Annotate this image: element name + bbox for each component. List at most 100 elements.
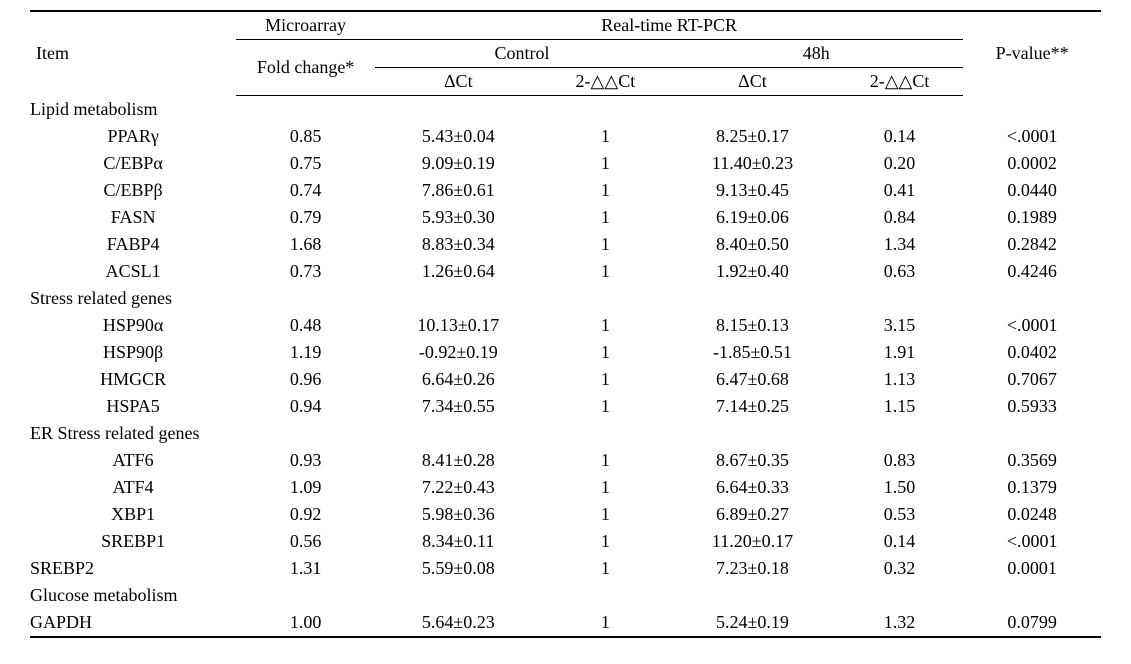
cell-h_ddct: 0.14	[836, 123, 963, 150]
cell-c_ddct: 1	[542, 555, 669, 582]
cell-c_ddct: 1	[542, 123, 669, 150]
gene-name: GAPDH	[30, 609, 236, 637]
cell-c_dct: 5.64±0.23	[375, 609, 542, 637]
gene-name: ACSL1	[30, 258, 236, 285]
cell-h_ddct: 0.41	[836, 177, 963, 204]
cell-c_ddct: 1	[542, 501, 669, 528]
cell-h_dct: 11.40±0.23	[669, 150, 836, 177]
cell-c_dct: 9.09±0.19	[375, 150, 542, 177]
gene-name: FABP4	[30, 231, 236, 258]
gene-name: ATF6	[30, 447, 236, 474]
cell-c_dct: 10.13±0.17	[375, 312, 542, 339]
cell-fc: 0.92	[236, 501, 375, 528]
cell-c_ddct: 1	[542, 231, 669, 258]
group-title-row: Lipid metabolism	[30, 96, 1101, 124]
table-row: ATF60.938.41±0.2818.67±0.350.830.3569	[30, 447, 1101, 474]
cell-h_dct: 5.24±0.19	[669, 609, 836, 637]
cell-c_ddct: 1	[542, 366, 669, 393]
group-title: Glucose metabolism	[30, 582, 1101, 609]
cell-c_ddct: 1	[542, 447, 669, 474]
cell-c_dct: 5.59±0.08	[375, 555, 542, 582]
table-header: Item Microarray Real-time RT-PCR P-value…	[30, 11, 1101, 96]
table-row: GAPDH1.005.64±0.2315.24±0.191.320.0799	[30, 609, 1101, 637]
table-row: XBP10.925.98±0.3616.89±0.270.530.0248	[30, 501, 1101, 528]
cell-h_ddct: 3.15	[836, 312, 963, 339]
cell-c_dct: 7.86±0.61	[375, 177, 542, 204]
cell-fc: 0.94	[236, 393, 375, 420]
cell-fc: 0.79	[236, 204, 375, 231]
header-microarray: Microarray	[236, 11, 375, 40]
cell-p: 0.4246	[963, 258, 1101, 285]
cell-fc: 1.00	[236, 609, 375, 637]
gene-name: PPARγ	[30, 123, 236, 150]
table-row: HSP90α0.4810.13±0.1718.15±0.133.15<.0001	[30, 312, 1101, 339]
header-48h-dct: ΔCt	[669, 68, 836, 96]
cell-p: 0.5933	[963, 393, 1101, 420]
group-title: Lipid metabolism	[30, 96, 1101, 124]
gene-name: HSPA5	[30, 393, 236, 420]
cell-p: 0.0402	[963, 339, 1101, 366]
header-pvalue: P-value**	[963, 11, 1101, 96]
cell-p: 0.0799	[963, 609, 1101, 637]
cell-c_dct: 1.26±0.64	[375, 258, 542, 285]
group-title-row: Glucose metabolism	[30, 582, 1101, 609]
cell-fc: 0.75	[236, 150, 375, 177]
cell-h_ddct: 1.32	[836, 609, 963, 637]
cell-c_dct: 8.83±0.34	[375, 231, 542, 258]
cell-p: 0.1989	[963, 204, 1101, 231]
cell-c_dct: 7.22±0.43	[375, 474, 542, 501]
cell-p: <.0001	[963, 312, 1101, 339]
gene-name: HMGCR	[30, 366, 236, 393]
gene-name: HSP90α	[30, 312, 236, 339]
cell-h_ddct: 0.20	[836, 150, 963, 177]
table-row: SREBP10.568.34±0.11111.20±0.170.14<.0001	[30, 528, 1101, 555]
cell-h_ddct: 1.13	[836, 366, 963, 393]
cell-c_dct: 8.34±0.11	[375, 528, 542, 555]
cell-h_ddct: 0.63	[836, 258, 963, 285]
cell-c_ddct: 1	[542, 258, 669, 285]
group-title: Stress related genes	[30, 285, 1101, 312]
cell-h_dct: 7.23±0.18	[669, 555, 836, 582]
cell-h_ddct: 1.34	[836, 231, 963, 258]
table-row: C/EBPβ0.747.86±0.6119.13±0.450.410.0440	[30, 177, 1101, 204]
cell-fc: 1.19	[236, 339, 375, 366]
cell-p: <.0001	[963, 528, 1101, 555]
gene-name: C/EBPα	[30, 150, 236, 177]
gene-name: C/EBPβ	[30, 177, 236, 204]
cell-fc: 1.68	[236, 231, 375, 258]
cell-fc: 1.31	[236, 555, 375, 582]
cell-c_ddct: 1	[542, 393, 669, 420]
cell-c_ddct: 1	[542, 312, 669, 339]
cell-fc: 0.96	[236, 366, 375, 393]
cell-c_ddct: 1	[542, 474, 669, 501]
cell-h_ddct: 0.14	[836, 528, 963, 555]
gene-name: FASN	[30, 204, 236, 231]
cell-c_dct: 5.43±0.04	[375, 123, 542, 150]
cell-p: 0.0440	[963, 177, 1101, 204]
table-row: HSPA50.947.34±0.5517.14±0.251.150.5933	[30, 393, 1101, 420]
cell-h_dct: 7.14±0.25	[669, 393, 836, 420]
gene-name: XBP1	[30, 501, 236, 528]
cell-p: <.0001	[963, 123, 1101, 150]
gene-name: SREBP2	[30, 555, 236, 582]
table-row: HMGCR0.966.64±0.2616.47±0.681.130.7067	[30, 366, 1101, 393]
table-row: C/EBPα0.759.09±0.19111.40±0.230.200.0002	[30, 150, 1101, 177]
cell-c_dct: 8.41±0.28	[375, 447, 542, 474]
header-control-ddct: 2-△△Ct	[542, 68, 669, 96]
header-item: Item	[30, 11, 236, 96]
cell-h_dct: -1.85±0.51	[669, 339, 836, 366]
table-row: ATF41.097.22±0.4316.64±0.331.500.1379	[30, 474, 1101, 501]
gene-name: SREBP1	[30, 528, 236, 555]
table-row: PPARγ0.855.43±0.0418.25±0.170.14<.0001	[30, 123, 1101, 150]
cell-fc: 0.48	[236, 312, 375, 339]
cell-p: 0.3569	[963, 447, 1101, 474]
cell-h_ddct: 0.83	[836, 447, 963, 474]
cell-c_dct: 7.34±0.55	[375, 393, 542, 420]
cell-h_dct: 6.64±0.33	[669, 474, 836, 501]
cell-h_dct: 8.40±0.50	[669, 231, 836, 258]
cell-c_dct: 5.98±0.36	[375, 501, 542, 528]
cell-c_dct: 6.64±0.26	[375, 366, 542, 393]
cell-p: 0.0002	[963, 150, 1101, 177]
cell-p: 0.2842	[963, 231, 1101, 258]
cell-h_dct: 6.47±0.68	[669, 366, 836, 393]
